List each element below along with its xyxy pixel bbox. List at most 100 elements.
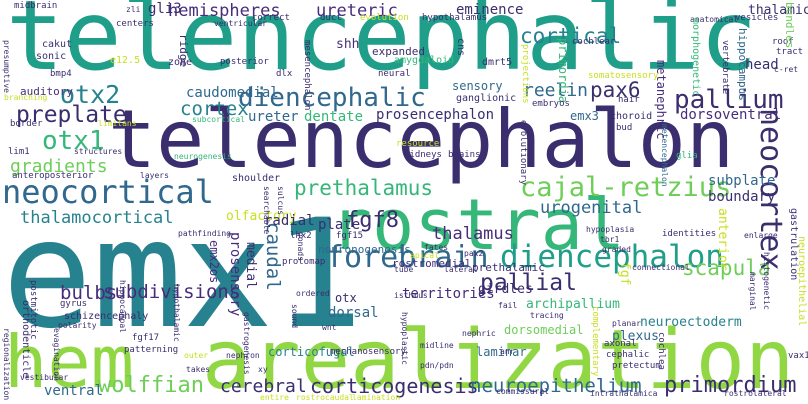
word-protomap: protomap — [282, 257, 326, 267]
word-olfactory: olfactory — [226, 209, 297, 224]
word-pax6: pax6 — [590, 78, 641, 102]
word-fgf: fgf — [617, 262, 632, 286]
word-radial: radial — [264, 213, 315, 229]
word-wolffian: wolffian — [98, 373, 204, 398]
word-tracing: tracing — [530, 311, 564, 320]
word-subdivisions: subdivisions — [103, 281, 241, 303]
word-telencephalic: telencephalic — [6, 0, 758, 92]
word-regionalization: regionalization — [2, 328, 11, 401]
word-scapula: scapula — [682, 256, 771, 280]
word-expanded: expanded — [372, 45, 425, 58]
word-pdn-pdn: pdn/pdn — [420, 361, 454, 370]
word-pax2: pax2 — [464, 249, 484, 258]
word-prosensory: prosensory — [227, 232, 243, 317]
word-fgf8: fgf8 — [346, 208, 399, 233]
word-cephalic: cephalic — [606, 350, 650, 360]
word-lateral: lateral — [444, 265, 478, 274]
word-postmitotic: postmitotic — [28, 280, 38, 340]
word-enlarge: enlarge — [744, 231, 778, 240]
word-c-ret: c-ret — [774, 65, 799, 74]
word-evolution: evolution — [360, 13, 409, 23]
word-otx2: otx2 — [60, 80, 121, 109]
word-graded: graded — [602, 245, 631, 254]
word-emx3: emx3 — [570, 109, 599, 123]
word-hemispheres: hemispheres — [168, 1, 281, 21]
word-head: head — [745, 57, 779, 73]
word-dlx: dlx — [276, 69, 293, 79]
word-neuronogenesis: neuronogenesis — [318, 243, 411, 256]
word-plexus: plexus — [612, 329, 659, 344]
word-histogenetic: histogenetic — [762, 252, 771, 310]
word-e12-5: e12.5 — [110, 55, 141, 66]
word-patterning: patterning — [124, 345, 179, 355]
word-bmp4: bmp4 — [50, 69, 72, 79]
word-dorsal: dorsal — [328, 305, 379, 321]
word-otx1: otx1 — [42, 126, 105, 156]
word-structures: structures — [74, 147, 123, 156]
word-amygdaloid: amygdaloid — [394, 55, 455, 66]
word-duct: duct — [320, 13, 342, 23]
word-reelin: reelin — [523, 80, 589, 101]
word-dmrt5: dmrt5 — [482, 57, 513, 68]
word-choroid: choroid — [610, 111, 653, 122]
word-orthodenticle: orthodenticle — [20, 300, 31, 379]
word-hair: hair — [618, 95, 640, 105]
word-gli3: gli3 — [148, 1, 182, 17]
word-thalamus: thalamus — [432, 224, 514, 244]
word-lhx2: lhx2 — [290, 231, 312, 241]
word-sulcus: sulcus — [276, 186, 285, 215]
word-evolutionary: evolutionary — [518, 120, 528, 186]
word-zone: zone — [168, 57, 193, 68]
word-corticogenesis: corticogenesis — [310, 374, 479, 398]
word-zli: zli — [126, 5, 141, 14]
word-primordium: primordium — [664, 373, 797, 398]
word-hypoplasia: hypoplasia — [586, 225, 635, 234]
word-branching: branching — [4, 93, 48, 102]
word-layers: layers — [140, 171, 169, 180]
word-dentate: dentate — [304, 109, 364, 125]
word-mechanosensory: mechanosensory — [330, 347, 406, 357]
word-cortex: cortex — [180, 98, 249, 120]
word-dorsomedial: dorsomedial — [504, 323, 584, 337]
word-eminence: eminence — [456, 2, 524, 18]
word-embryos: embryos — [532, 99, 570, 109]
word-roof: roof — [772, 37, 794, 47]
word-laminar: laminar — [476, 345, 527, 359]
word-neurogenesis: neurogenesis — [174, 152, 232, 161]
word-morphogenetic: morphogenetic — [690, 18, 701, 97]
word-plate: plate — [318, 217, 361, 233]
word-bud: bud — [616, 123, 633, 133]
word-otx: otx — [335, 291, 357, 305]
word-hypothalamus: hypothalamus — [422, 13, 488, 23]
word-xy: xy — [258, 365, 268, 374]
word-planar: planar — [612, 319, 641, 328]
word-fgf15: fgf15 — [336, 231, 364, 241]
word-neuroectoderm: neuroectoderm — [640, 315, 742, 330]
word-cortical: cortical — [520, 24, 622, 48]
word-wnt: wnt — [322, 323, 337, 332]
word-correct: correct — [252, 13, 290, 23]
word-takes: takes — [186, 365, 211, 374]
word-hypoplastic: hypoplastic — [400, 312, 409, 365]
word-bulbs: bulbs — [60, 282, 118, 304]
word-anterior: anterior — [715, 208, 730, 271]
word-vesicles: vesicles — [735, 13, 779, 23]
word-bundles: bundles — [783, 2, 796, 49]
word-outer: outer — [184, 351, 209, 360]
word-hem: hem — [4, 320, 135, 404]
word-evagination: evagination — [52, 328, 61, 381]
word-vax1: vax1 — [788, 351, 808, 361]
word-vertebrate: vertebrate — [720, 40, 730, 95]
word-posterior: posterior — [220, 57, 269, 67]
word-mesencephalon: mesencephalon — [302, 40, 312, 111]
word-ventricular: ventricular — [214, 19, 267, 28]
word-rostral: rostral — [330, 184, 626, 266]
word-archipallium: archipallium — [526, 297, 620, 312]
word-commissural: commissural — [496, 387, 549, 396]
word-gastrogenesis: gastrogenesis — [242, 312, 251, 375]
word-pathfinding: pathfinding — [178, 229, 231, 238]
word-gyrus: gyrus — [60, 299, 88, 309]
word-ordered: ordered — [296, 289, 330, 298]
word-shoulder: shoulder — [232, 173, 281, 184]
